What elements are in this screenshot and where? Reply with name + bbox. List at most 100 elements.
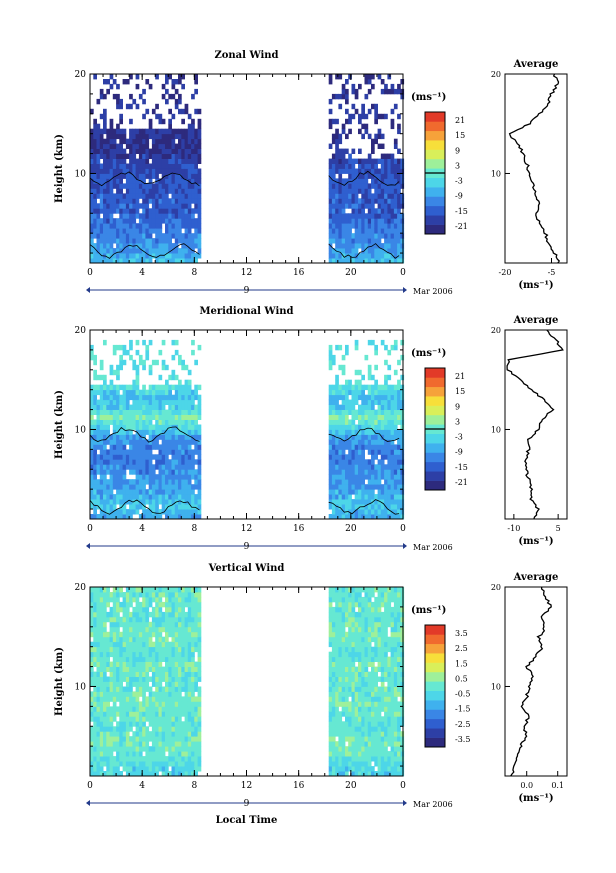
heatmap-cell [345,444,349,450]
heatmap-cell [397,88,401,95]
heatmap-cell [348,188,352,194]
heatmap-cell [155,218,159,224]
heatmap-cell [351,676,356,682]
heatmap-cell [99,691,104,697]
heatmap-cell [338,671,343,677]
heatmap-cell [387,409,392,415]
heatmap-cell [106,741,110,747]
heatmap-cell [116,676,120,682]
heatmap-cell [191,676,195,682]
heatmap-cell [393,434,398,440]
x-tick-label: 4 [139,524,145,534]
heatmap-cell [138,716,143,722]
heatmap-cell [158,499,163,505]
heatmap-cell [93,596,97,603]
heatmap-cell [109,133,114,140]
heatmap-cell [171,208,176,214]
heatmap-cell [367,238,372,244]
heatmap-cell [338,208,343,214]
heatmap-cell [90,731,94,737]
heatmap-cell [338,756,343,762]
heatmap-cell [138,766,143,772]
heatmap-cell [122,484,127,490]
heatmap-cell [191,509,195,515]
heatmap-cell [168,429,172,435]
heatmap-cell [93,178,97,184]
heatmap-cell [194,666,198,672]
heatmap-cell [351,113,356,120]
heatmap-cell [90,228,94,234]
heatmap-cell [178,228,182,234]
heatmap-cell [151,587,156,593]
heatmap-cell [145,499,150,505]
heatmap-cell [351,751,356,757]
heatmap-cell [132,364,137,371]
heatmap-cell [106,771,110,777]
heatmap-cell [380,394,385,401]
heatmap-cell [380,469,385,475]
heatmap-cell [171,726,176,732]
heatmap-cell [138,706,143,712]
heatmap-cell [181,253,185,259]
heatmap-cell [155,148,159,154]
heatmap-cell [125,429,130,435]
heatmap-cell [155,626,159,633]
heatmap-cell [178,751,182,757]
heatmap-cell [184,168,189,174]
heatmap-cell [400,494,405,500]
heatmap-cell [90,611,94,618]
heatmap-cell [191,484,195,490]
heatmap-cell [335,198,339,204]
heatmap-cell [178,686,182,692]
heatmap-cell [358,484,362,490]
heatmap-cell [351,439,356,445]
heatmap-cell [106,651,110,658]
heatmap-cell [187,163,192,169]
heatmap-cell [371,459,375,465]
heatmap-cell [361,218,365,224]
heatmap-cell [122,661,127,667]
heatmap-cell [328,344,333,351]
heatmap-cell [197,666,202,672]
heatmap-cell [331,158,336,164]
heatmap-cell [351,449,356,455]
heatmap-cell [384,404,388,410]
heatmap-cell [181,404,185,410]
heatmap-cell [161,238,166,244]
heatmap-cell [187,158,192,164]
heatmap-cell [178,681,182,687]
heatmap-cell [191,449,195,455]
heatmap-cell [171,459,176,465]
heatmap-cell [178,611,182,618]
heatmap-cell [351,606,356,613]
heatmap-cell [151,731,156,737]
heatmap-cell [168,691,172,697]
heatmap-cell [165,479,169,485]
heatmap-cell [125,198,130,204]
heatmap-cell [158,631,163,638]
heatmap-cell [191,761,195,767]
heatmap-cell [181,238,185,244]
heatmap-cell [135,103,140,110]
heatmap-cell [145,474,150,480]
heatmap-cell [90,178,94,184]
heatmap-cell [331,746,336,752]
colorbar-swatch [425,215,445,225]
heatmap-cell [354,514,359,520]
heatmap-cell [400,394,405,401]
heatmap-cell [184,494,189,500]
heatmap-cell [158,374,163,381]
heatmap-cell [138,133,143,140]
heatmap-cell [109,611,114,618]
heatmap-cell [135,592,140,598]
heatmap-cell [328,636,333,643]
heatmap-cell [197,253,202,259]
heatmap-cell [93,731,97,737]
heatmap-cell [181,258,185,264]
heatmap-cell [155,248,159,254]
heatmap-cell [331,761,336,767]
heatmap-cell [103,138,107,145]
heatmap-cell [354,464,359,470]
heatmap-cell [345,414,349,420]
heatmap-cell [161,409,166,415]
